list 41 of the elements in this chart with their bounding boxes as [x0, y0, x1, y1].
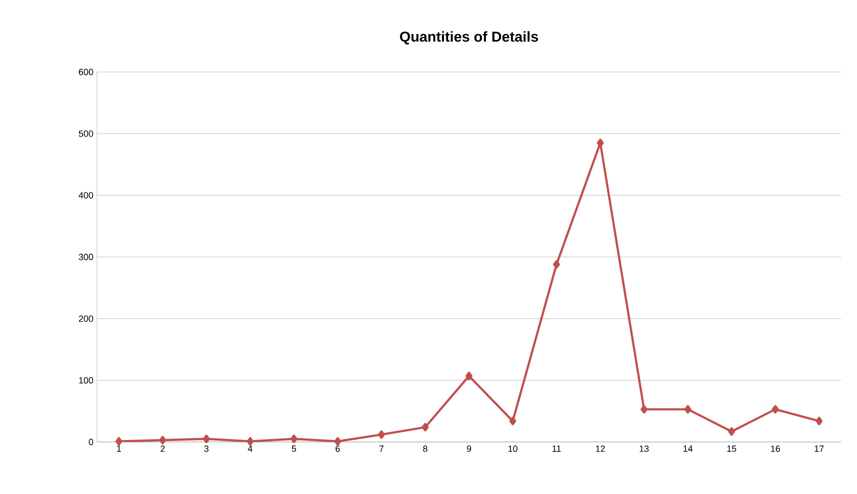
point [422, 422, 429, 432]
point [466, 372, 473, 380]
point [509, 416, 516, 426]
y-tick-label: 500 [78, 130, 94, 137]
y-tick-label: 300 [78, 254, 94, 260]
x-tick-label: 15 [727, 446, 736, 452]
x-tick-label: 10 [508, 446, 518, 452]
point [684, 405, 692, 414]
x-tick-label: 9 [466, 446, 472, 452]
point [553, 260, 560, 269]
x-tick-label: 1 [117, 446, 121, 452]
point [159, 436, 166, 444]
point [290, 434, 298, 444]
x-tick-label: 14 [684, 446, 693, 452]
point [202, 434, 210, 444]
chart-title: Quantities of Details [400, 31, 538, 44]
x-tick-label: 11 [552, 446, 561, 452]
point [728, 427, 736, 436]
point [816, 416, 823, 426]
y-tick-label: 100 [79, 377, 94, 384]
x-tick-label: 8 [423, 446, 428, 452]
point [772, 405, 779, 414]
point [640, 405, 648, 414]
x-tick-label: 6 [336, 446, 340, 452]
point [334, 437, 342, 446]
x-tick-label: 3 [204, 446, 209, 452]
x-tick-label: 5 [292, 446, 296, 452]
x-tick-label: 13 [640, 446, 649, 452]
x-tick-label: 16 [771, 446, 780, 452]
point [115, 437, 122, 446]
y-tick-label: 0 [88, 438, 94, 446]
point [378, 430, 385, 439]
point [246, 437, 254, 446]
x-tick-label: 2 [160, 446, 165, 452]
x-tick-label: 12 [596, 446, 605, 452]
y-tick-label: 400 [78, 192, 94, 199]
y-tick-label: 600 [78, 68, 94, 76]
x-tick-label: 4 [248, 446, 252, 452]
x-tick-label: 17 [814, 446, 824, 452]
x-tick-label: 7 [379, 446, 384, 452]
y-tick-label: 200 [78, 315, 94, 322]
